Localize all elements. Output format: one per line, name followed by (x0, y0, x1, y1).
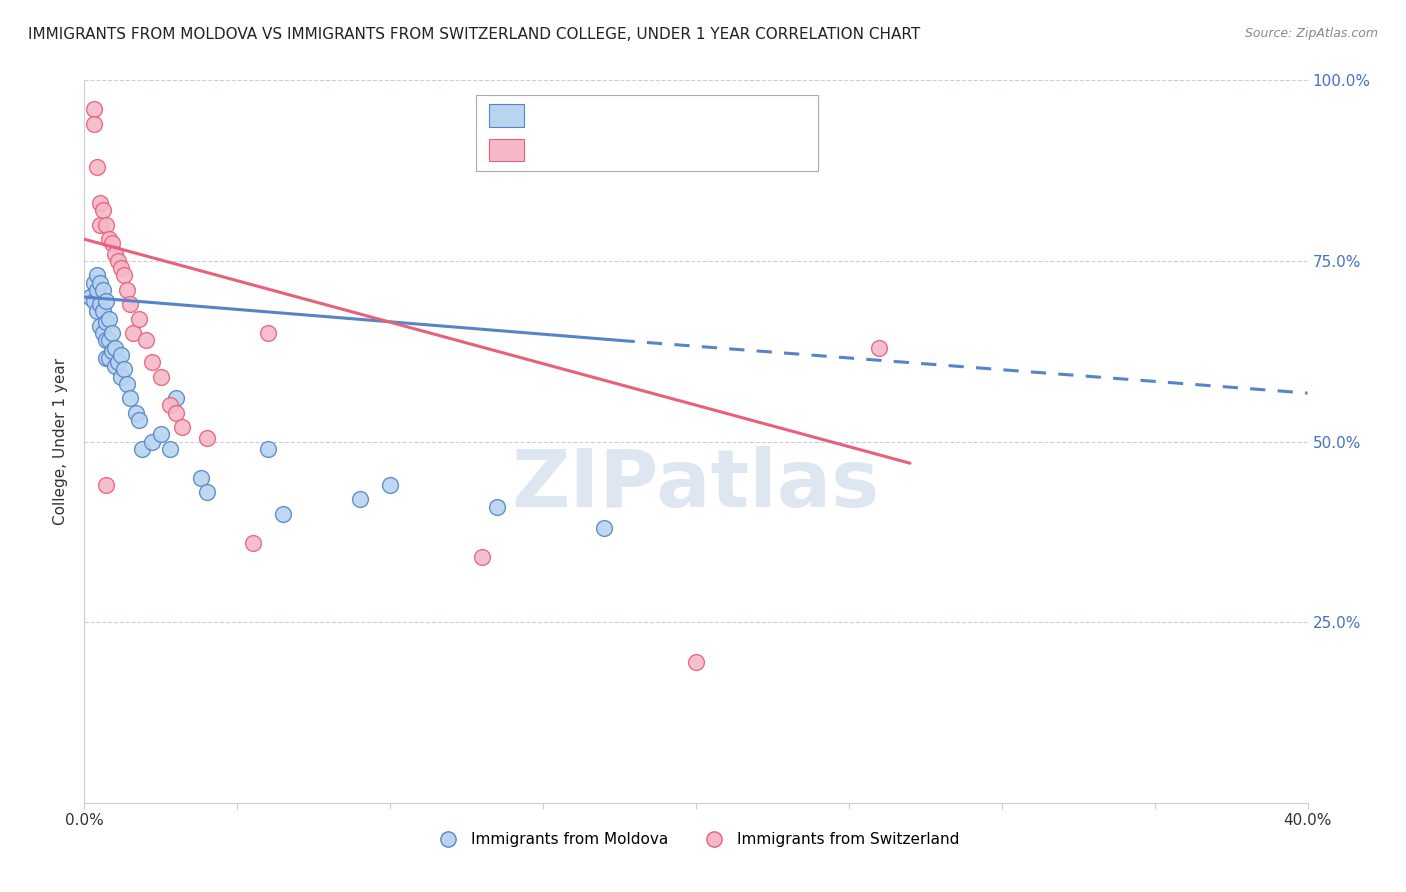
Point (141, 434, 163, 449)
Point (97, 351, 120, 366)
Point (112, 268, 135, 283)
Point (869, 341, 891, 355)
Point (91, 203, 114, 218)
Point (79, 290, 101, 304)
Point (110, 369, 132, 384)
Point (101, 235, 124, 250)
Point (110, 261, 132, 276)
Point (86, 304, 108, 318)
Point (242, 535, 264, 549)
Point (104, 341, 127, 355)
Point (685, 655, 707, 669)
Point (97, 334, 120, 348)
Point (94, 478, 117, 492)
Point (83, 276, 105, 290)
Point (165, 406, 187, 420)
Point (94, 334, 117, 348)
Point (195, 431, 218, 445)
Point (91, 326, 114, 340)
Text: ZIPatlas: ZIPatlas (512, 446, 880, 524)
Legend: Immigrants from Moldova, Immigrants from Switzerland: Immigrants from Moldova, Immigrants from… (426, 826, 966, 853)
Point (190, 470, 212, 484)
Point (257, 442, 280, 456)
Point (195, 485, 218, 500)
Point (120, 391, 142, 405)
Point (112, 362, 135, 376)
Point (115, 376, 138, 391)
Point (97, 232, 120, 246)
Text: IMMIGRANTS FROM MOLDOVA VS IMMIGRANTS FROM SWITZERLAND COLLEGE, UNDER 1 YEAR COR: IMMIGRANTS FROM MOLDOVA VS IMMIGRANTS FR… (28, 27, 921, 42)
Text: Source: ZipAtlas.com: Source: ZipAtlas.com (1244, 27, 1378, 40)
Point (257, 326, 280, 340)
Point (172, 420, 194, 434)
Point (349, 492, 371, 507)
Point (149, 369, 172, 384)
Point (115, 283, 138, 297)
Point (86, 268, 108, 283)
Point (86, 160, 108, 174)
Point (128, 311, 150, 326)
Point (91, 283, 114, 297)
Point (97, 311, 120, 326)
Point (593, 521, 616, 535)
Point (101, 326, 124, 340)
Point (94, 293, 117, 308)
Point (89, 218, 111, 232)
Point (101, 344, 124, 359)
Point (91, 304, 114, 318)
Point (89, 318, 111, 333)
Point (89, 196, 111, 211)
Point (110, 348, 132, 362)
Point (83, 102, 105, 116)
Point (83, 293, 105, 308)
Point (128, 413, 150, 427)
Point (107, 253, 129, 268)
Point (104, 359, 127, 373)
Point (141, 355, 163, 369)
Point (271, 507, 294, 521)
Point (125, 406, 148, 420)
Point (131, 442, 153, 456)
Point (83, 117, 105, 131)
Point (94, 351, 117, 366)
Point (159, 398, 181, 412)
Point (89, 276, 111, 290)
Point (380, 478, 402, 492)
Point (149, 427, 172, 442)
Point (135, 334, 157, 348)
Point (94, 315, 117, 329)
Point (120, 297, 142, 311)
Point (86, 283, 108, 297)
Point (104, 246, 127, 260)
Y-axis label: College, Under 1 year: College, Under 1 year (53, 358, 69, 525)
Point (89, 297, 111, 311)
Point (159, 442, 181, 456)
Point (486, 500, 509, 514)
Point (94, 218, 117, 232)
Point (471, 550, 494, 565)
Point (122, 326, 145, 340)
Point (165, 391, 187, 405)
Point (107, 355, 129, 369)
